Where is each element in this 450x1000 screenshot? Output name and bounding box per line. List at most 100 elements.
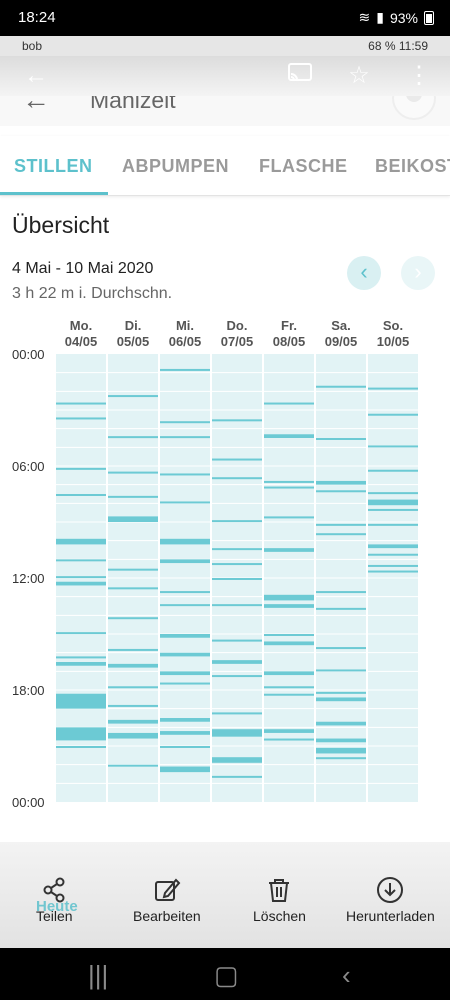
feeding-session-bar [368, 564, 418, 567]
viewer-toolbar: ← ☆ ⋮ [0, 56, 450, 96]
feeding-session-bar [160, 671, 210, 676]
back-arrow-icon[interactable]: ← [24, 62, 48, 89]
feeding-session-bar [108, 568, 158, 571]
tab-stillen[interactable]: STILLEN [14, 156, 93, 176]
cast-icon[interactable] [286, 62, 314, 90]
feeding-session-bar [264, 548, 314, 552]
feeding-session-bar [264, 671, 314, 676]
feeding-session-bar [160, 652, 210, 657]
feeding-session-bar [56, 693, 106, 709]
y-tick-label: 18:00 [12, 683, 45, 698]
feeding-session-bar [368, 469, 418, 472]
feeding-session-bar [316, 480, 366, 485]
feeding-session-bar [108, 471, 158, 474]
feeding-session-bar [108, 395, 158, 398]
app-screen: bob 68 % 11:59 ← Mahlzeit ← ☆ ⋮ STILLEN … [0, 36, 450, 948]
feeding-session-bar [212, 563, 262, 566]
battery-percentage: 93% [389, 9, 418, 26]
feeding-session-bar [56, 467, 106, 470]
feeding-session-bar [316, 385, 366, 388]
tab-indicator [0, 192, 108, 195]
feeding-session-bar [212, 729, 262, 737]
feeding-session-bar [56, 632, 106, 635]
feeding-session-bar [264, 604, 314, 608]
feeding-session-bar [160, 718, 210, 722]
feeding-session-bar [316, 721, 366, 726]
previous-week-button[interactable]: ‹ [347, 256, 381, 290]
feeding-session-bar [212, 477, 262, 480]
feeding-session-bar [368, 570, 418, 573]
status-icons: ≋ ▮ 93% [359, 9, 434, 26]
feeding-session-bar [368, 508, 418, 511]
feeding-session-bar [160, 473, 210, 476]
tab-abpumpen[interactable]: ABPUMPEN [122, 156, 230, 176]
share-button[interactable]: Teilen [36, 876, 73, 924]
feeding-session-bar [212, 639, 262, 642]
feeding-session-bar [56, 662, 106, 666]
feeding-session-bar [108, 764, 158, 767]
share-label: Teilen [36, 908, 73, 924]
battery-icon [424, 10, 434, 25]
feeding-session-bar [264, 634, 314, 636]
action-bar: Heute Teilen Bearbeiten Löschen Herunter… [0, 842, 450, 948]
feeding-session-bar [212, 604, 262, 607]
download-icon [377, 877, 404, 903]
feeding-session-bar [264, 686, 314, 689]
feeding-session-bar [160, 538, 210, 545]
feeding-session-bar [264, 729, 314, 733]
feeding-session-bar [316, 669, 366, 672]
day-date-label: 08/05 [273, 334, 306, 349]
system-navigation-bar: ||| ▢ ‹ [0, 948, 450, 1000]
download-button[interactable]: Herunterladen [346, 876, 435, 924]
feeding-session-bar [56, 417, 106, 420]
tab-flasche[interactable]: FLASCHE [259, 156, 348, 176]
feeding-session-bar [368, 413, 418, 416]
wifi-icon: ≋ [358, 9, 371, 25]
inner-status-bar: bob 68 % 11:59 [0, 36, 450, 56]
feeding-session-bar [160, 421, 210, 424]
feeding-session-bar [56, 576, 106, 579]
home-icon[interactable]: ▢ [214, 960, 239, 990]
feeding-session-bar [108, 719, 158, 724]
y-tick-label: 00:00 [12, 795, 45, 810]
feeding-session-bar [212, 757, 262, 763]
day-weekday-label: Do. [227, 318, 248, 333]
day-date-label: 07/05 [221, 334, 254, 349]
feeding-session-bar [212, 548, 262, 551]
recent-apps-icon[interactable]: ||| [88, 960, 109, 990]
feeding-session-bar [264, 486, 314, 489]
feeding-session-bar [160, 501, 210, 504]
tab-beikost[interactable]: BEIKOST [375, 156, 450, 176]
day-weekday-label: Fr. [281, 318, 297, 333]
feeding-session-bar [212, 660, 262, 664]
feeding-session-bar [160, 682, 210, 685]
day-weekday-label: Mo. [70, 318, 92, 333]
more-icon[interactable]: ⋮ [407, 62, 431, 89]
feeding-session-bar [212, 675, 262, 678]
today-label[interactable]: Heute [36, 898, 78, 915]
feeding-session-bar [160, 746, 210, 748]
y-tick-label: 06:00 [12, 459, 45, 474]
feeding-session-bar [316, 747, 366, 754]
feeding-session-bar [264, 402, 314, 405]
day-weekday-label: So. [383, 318, 403, 333]
overview-title: Übersicht [12, 212, 110, 238]
feeding-session-bar [108, 516, 158, 522]
feeding-session-bar [264, 738, 314, 741]
back-icon[interactable]: ‹ [342, 960, 351, 990]
feeding-session-bar [160, 731, 210, 735]
feeding-session-bar [316, 757, 366, 760]
edit-button[interactable]: Bearbeiten [133, 876, 201, 924]
trash-icon [269, 879, 290, 902]
delete-button[interactable]: Löschen [253, 876, 306, 924]
next-week-button[interactable]: › [401, 256, 435, 290]
feeding-session-bar [368, 387, 418, 390]
day-weekday-label: Di. [125, 318, 142, 333]
star-icon[interactable]: ☆ [348, 62, 370, 89]
feeding-session-bar [316, 490, 366, 493]
system-status-bar: 18:24 ≋ ▮ 93% [0, 0, 450, 36]
day-date-label: 10/05 [377, 334, 410, 349]
feeding-session-bar [316, 697, 366, 702]
feeding-session-bar [108, 663, 158, 668]
feeding-session-bar [160, 766, 210, 773]
